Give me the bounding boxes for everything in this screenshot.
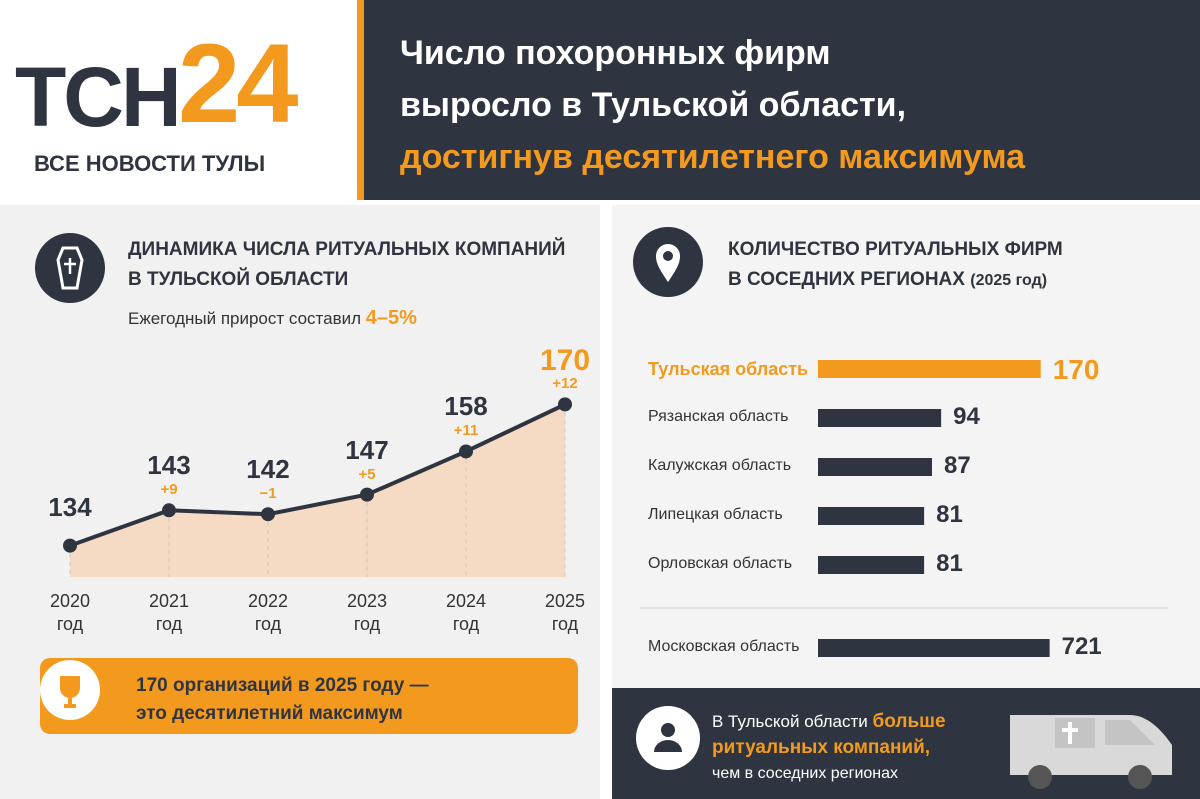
change-label: +9 (160, 481, 178, 499)
point (360, 487, 374, 502)
coffin-shape (56, 246, 84, 290)
bar-label: Тульская область (648, 359, 809, 379)
change-label: +12 (552, 375, 578, 393)
point (63, 538, 77, 553)
change-label: +11 (453, 422, 479, 440)
area-fill (70, 404, 565, 577)
footer-text-start: В Тульской области (712, 712, 868, 731)
footer-text-end: чем в соседних регионах (712, 765, 899, 782)
value-label: 81 (936, 501, 963, 528)
change-label: +5 (358, 465, 376, 483)
logo-bg (0, 0, 357, 200)
person (661, 723, 675, 737)
footer-highlight: больше (872, 711, 946, 732)
bar-label: Липецкая область (648, 506, 783, 523)
pin-hole (663, 251, 673, 261)
title-highlight: достигнув десятилетнего максимума (400, 138, 1026, 176)
chart-title-note: (2025 год) (970, 272, 1048, 289)
x-tick-label: 2025 год (544, 591, 586, 635)
value-label: 158 (444, 391, 488, 422)
chart-title: ДИНАМИКА ЧИСЛА РИТУАЛЬНЫХ КОМПАНИЙ (128, 239, 566, 260)
value-label: 81 (936, 550, 963, 577)
person-body (654, 740, 682, 752)
bar-label: Орловская область (648, 555, 793, 572)
bar (818, 639, 1050, 657)
logo-main: ТСН (15, 50, 182, 144)
chart-title: В СОСЕДНИХ РЕГИОНАХ (2025 год) (728, 270, 1047, 289)
banner-text: 170 организаций в 2025 году — (136, 675, 429, 696)
title: выросло в Тульской области, (400, 86, 907, 124)
value-label: 143 (147, 450, 191, 481)
footer-highlight: ритуальных компаний, (712, 737, 931, 758)
bar (818, 458, 932, 476)
subtitle-highlight: 4–5% (365, 307, 417, 329)
footer-text: В Тульской области больше (712, 712, 946, 731)
title: Число похоронных фирм (400, 34, 831, 72)
bar-label: Московская область (648, 638, 800, 655)
value-label: 170 (1052, 354, 1100, 385)
bar (818, 409, 942, 427)
subtitle: Ежегодный прирост составил 4–5% (128, 308, 417, 328)
value-label: 142 (246, 454, 290, 485)
chart-title: КОЛИЧЕСТВО РИТУАЛЬНЫХ ФИРМ (728, 239, 1063, 260)
van-window (1055, 718, 1095, 748)
pin (656, 244, 680, 282)
point (558, 397, 572, 412)
value-label: 94 (953, 403, 980, 430)
x-tick-label: 2022 год (247, 591, 289, 635)
logo-number: 24 (178, 21, 299, 146)
chart-title: В ТУЛЬСКОЙ ОБЛАСТИ (128, 269, 349, 290)
hearse (1010, 715, 1172, 789)
van-windshield (1105, 720, 1155, 745)
change-label: −1 (259, 485, 277, 503)
title-bg (364, 0, 1200, 200)
x-tick-label: 2020 год (49, 591, 91, 635)
bar (818, 556, 925, 574)
banner-text: это десятилетний максимум (136, 703, 403, 724)
van-cross (1062, 722, 1078, 744)
x-tick-label: 2024 год (445, 591, 487, 635)
point (162, 503, 176, 518)
chart-title-text: В СОСЕДНИХ РЕГИОНАХ (728, 269, 965, 290)
value-label: 87 (943, 452, 971, 479)
value-label: 170 (539, 344, 591, 378)
bar (818, 507, 925, 525)
point (459, 444, 473, 459)
x-tick-label: 2023 год (346, 591, 388, 635)
line (69, 402, 566, 548)
banner (40, 658, 578, 734)
bar (818, 360, 1041, 378)
point (261, 507, 275, 522)
trophy (60, 676, 80, 708)
wheel (1028, 765, 1052, 789)
wheel (1128, 765, 1152, 789)
people-icon (636, 706, 700, 770)
cross (64, 258, 76, 274)
bar-label: Калужская область (648, 457, 792, 474)
value-label: 134 (48, 491, 92, 522)
x-tick-label: 2021 год (148, 591, 190, 635)
bar-label: Рязанская область (648, 408, 789, 425)
accent-stripe (357, 0, 364, 200)
tagline: ВСЕ НОВОСТИ ТУЛЫ (34, 151, 266, 176)
value-label: 721 (1061, 633, 1102, 660)
value-label: 147 (345, 434, 389, 465)
subtitle-text: Ежегодный прирост составил (128, 309, 362, 328)
